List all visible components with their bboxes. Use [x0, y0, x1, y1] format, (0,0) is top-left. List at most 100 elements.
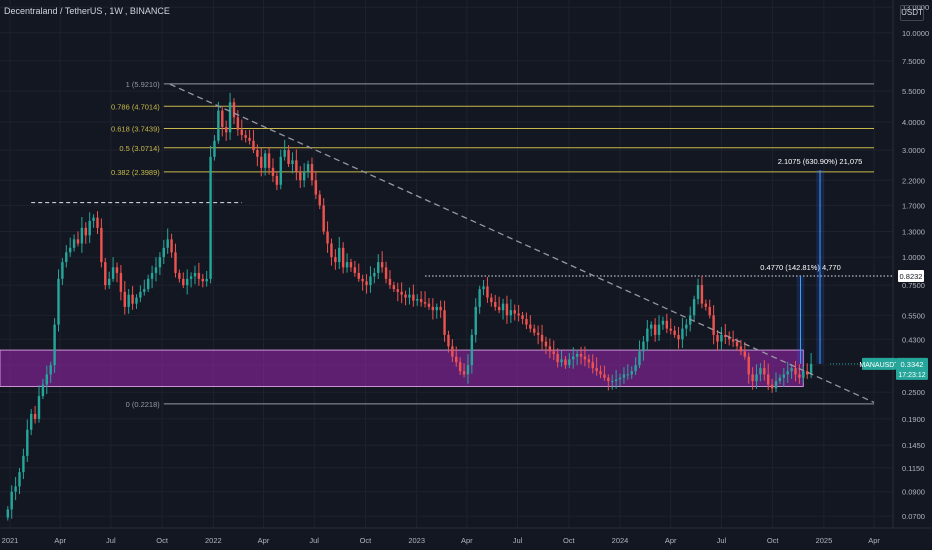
candle-body — [279, 156, 282, 185]
candle-body — [388, 278, 392, 286]
candle-body — [583, 356, 587, 360]
currency-button[interactable]: USDT — [900, 5, 924, 21]
time-axis-tick: Apr — [54, 536, 66, 545]
candle-body — [642, 341, 645, 352]
fib-level-label: 0.5 (3.0714) — [119, 144, 160, 153]
candle-body — [310, 164, 314, 181]
measure-label: 0.4770 (142.81%) 4,770 — [760, 263, 840, 272]
candle-body — [384, 267, 388, 279]
candle-body — [244, 135, 247, 138]
candle-body — [622, 374, 626, 378]
time-axis-tick: 2021 — [2, 536, 19, 545]
candle-body — [798, 374, 801, 378]
fib-level-label: 0.382 (2.3989) — [111, 168, 160, 177]
candle-body — [408, 294, 411, 298]
symbol-name[interactable]: Decentraland / TetherUS — [4, 6, 103, 16]
candle-body — [392, 285, 396, 290]
candle-body — [556, 353, 559, 363]
last-price-label-bg — [896, 357, 928, 380]
candle-body — [150, 272, 154, 279]
candle-body — [494, 302, 497, 307]
candle-body — [458, 362, 462, 372]
candle-body — [486, 286, 489, 298]
candle-body — [349, 262, 353, 268]
time-axis-tick: Oct — [767, 536, 780, 545]
candle-body — [224, 127, 228, 133]
price-axis-tick: 4.0000 — [902, 118, 925, 127]
candle-body — [166, 239, 169, 248]
time-axis-tick: Apr — [665, 536, 677, 545]
candle-body — [490, 297, 493, 303]
candle-body — [314, 180, 318, 195]
candle-body — [49, 365, 52, 375]
candle-body — [162, 247, 165, 258]
candle-body — [564, 359, 567, 366]
candle-body — [579, 353, 583, 357]
candle-body — [100, 227, 103, 263]
candle-body — [646, 328, 649, 342]
price-axis-tick: 0.2500 — [902, 388, 925, 397]
candle-body — [700, 285, 704, 304]
candle-body — [260, 156, 263, 168]
candle-body — [88, 220, 91, 236]
candle-body — [692, 299, 696, 316]
time-axis-tick: Oct — [563, 536, 576, 545]
candle-body — [599, 371, 602, 375]
price-axis-tick: 0.1450 — [902, 441, 925, 450]
interval[interactable]: 1W — [109, 6, 123, 16]
time-axis-tick: Apr — [868, 536, 880, 545]
candle-body — [720, 334, 723, 342]
candle-body — [806, 371, 809, 375]
candle-body — [178, 272, 181, 279]
candle-body — [146, 278, 150, 290]
candle-body — [431, 306, 435, 311]
candle-body — [782, 374, 786, 378]
candle-body — [470, 334, 474, 366]
time-axis-tick: Jul — [309, 536, 319, 545]
candle-body — [603, 374, 606, 378]
trendline — [169, 83, 875, 404]
candle-body — [665, 320, 669, 329]
candle-body — [29, 413, 33, 430]
candle-body — [735, 341, 739, 347]
candle-body — [61, 262, 64, 279]
candle-body — [68, 247, 72, 253]
price-axis-tick: 2.2000 — [902, 176, 925, 185]
time-axis-tick: 2023 — [408, 536, 425, 545]
candle-body — [256, 150, 259, 157]
candle-body — [482, 286, 485, 290]
candle-body — [611, 381, 614, 383]
candle-body — [267, 153, 271, 168]
level-price-label-bg — [898, 270, 924, 283]
candle-body — [318, 194, 321, 206]
candle-body — [107, 278, 111, 286]
chart-header: Decentraland / TetherUS, 1W, BINANCE — [4, 6, 170, 16]
symbol-label: MANAUSDT — [859, 362, 899, 369]
candle-body — [232, 102, 236, 118]
candle-body — [326, 231, 329, 244]
candle-body — [552, 351, 555, 354]
candle-body — [638, 351, 641, 366]
candle-body — [119, 272, 123, 292]
candle-body — [201, 278, 204, 282]
candle-body — [513, 310, 516, 314]
price-axis-tick: 1.0000 — [902, 253, 925, 262]
candle-body — [217, 110, 220, 141]
candle-body — [630, 371, 633, 375]
candle-body — [236, 117, 240, 130]
candle-body — [419, 299, 423, 303]
candle-body — [341, 247, 345, 268]
candle-body — [123, 291, 126, 307]
candle-body — [22, 455, 25, 473]
candle-body — [154, 267, 158, 273]
candle-body — [365, 281, 368, 286]
candle-body — [271, 167, 275, 176]
time-axis-tick: Oct — [156, 536, 169, 545]
price-axis-tick: 10.0000 — [902, 29, 929, 38]
candle-body — [45, 374, 49, 385]
candle-body — [451, 346, 454, 357]
time-axis-tick: Oct — [360, 536, 373, 545]
level-price-label: 0.8232 — [900, 272, 923, 281]
candle-body — [412, 294, 415, 301]
